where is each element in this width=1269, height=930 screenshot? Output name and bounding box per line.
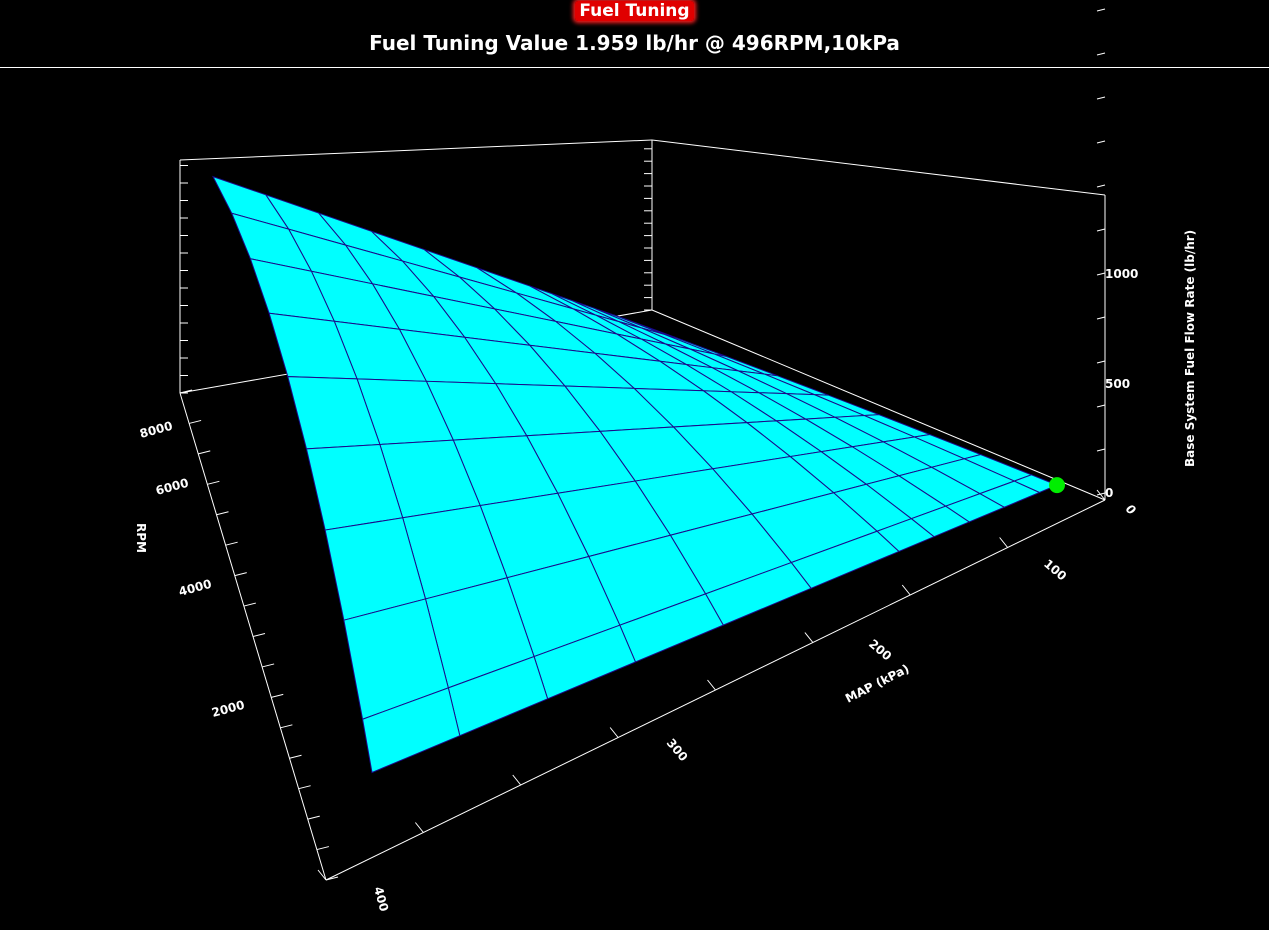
z-tick-label-500: 500 <box>1105 377 1130 391</box>
window-title: Fuel Tuning <box>0 1 1269 21</box>
rpm-tick <box>198 450 211 455</box>
rpm-tick <box>234 572 247 577</box>
z-tick <box>1096 360 1106 364</box>
rpm-tick <box>216 511 229 516</box>
map-tick <box>1096 489 1106 501</box>
map-tick <box>609 727 619 738</box>
title-badge: Fuel Tuning <box>575 1 694 21</box>
y-tick-label-6000: 6000 <box>154 476 190 498</box>
map-tick <box>317 869 327 881</box>
header-divider <box>0 67 1269 68</box>
rpm-tick <box>307 815 320 820</box>
box-edge <box>179 139 653 161</box>
x-tick-label-0: 0 <box>1123 502 1138 518</box>
map-tick <box>707 679 716 691</box>
rpm-tick <box>243 602 256 607</box>
tuning-value-readout: Fuel Tuning Value 1.959 lb/hr @ 496RPM,1… <box>369 31 900 55</box>
map-tick <box>804 632 814 643</box>
box-edge <box>651 309 1106 501</box>
z-tick-label-1000: 1000 <box>1105 267 1138 281</box>
z-tick <box>1096 184 1106 188</box>
z-tick-label-0: 0 <box>1105 486 1113 500</box>
x-axis-title: MAP (kPa) <box>843 662 911 706</box>
current-value-marker <box>1049 477 1065 494</box>
x-tick-label-400: 400 <box>371 885 391 913</box>
z-tick <box>1096 448 1106 452</box>
rpm-tick <box>262 663 275 668</box>
z-tick <box>1096 316 1106 320</box>
rpm-tick <box>298 785 311 790</box>
rpm-tick <box>316 846 329 851</box>
z-tick <box>1096 96 1106 100</box>
z-tick <box>1096 492 1106 496</box>
z-tick <box>1096 228 1106 232</box>
x-tick-label-300: 300 <box>664 736 691 764</box>
y-tick-label-4000: 4000 <box>177 577 213 599</box>
rpm-tick <box>179 389 193 394</box>
rpm-tick <box>225 541 238 546</box>
rpm-tick <box>252 633 266 637</box>
z-tick <box>1096 404 1106 408</box>
rpm-tick <box>207 480 220 485</box>
x-tick-label-100: 100 <box>1041 557 1069 584</box>
rpm-tick <box>189 419 202 424</box>
surface-cell <box>362 687 461 774</box>
map-tick <box>414 822 424 833</box>
box-edge <box>651 139 1106 196</box>
z-tick <box>1096 272 1106 276</box>
x-tick-label-200: 200 <box>866 637 894 664</box>
map-tick <box>901 584 911 596</box>
z-tick <box>1096 52 1106 56</box>
map-tick <box>999 537 1009 548</box>
y-axis-title: RPM <box>134 523 148 553</box>
z-tick <box>1096 140 1106 144</box>
z-tick <box>1096 8 1106 12</box>
map-tick <box>512 774 522 786</box>
rpm-tick <box>271 693 284 698</box>
rpm-tick <box>325 876 339 881</box>
surface-mesh <box>211 175 1065 774</box>
z-axis-title: Base System Fuel Flow Rate (lb/hr) <box>1183 230 1197 467</box>
y-tick-label-8000: 8000 <box>138 419 174 441</box>
rpm-tick <box>289 754 302 759</box>
y-tick-label-2000: 2000 <box>210 698 246 720</box>
rpm-tick <box>280 724 293 729</box>
